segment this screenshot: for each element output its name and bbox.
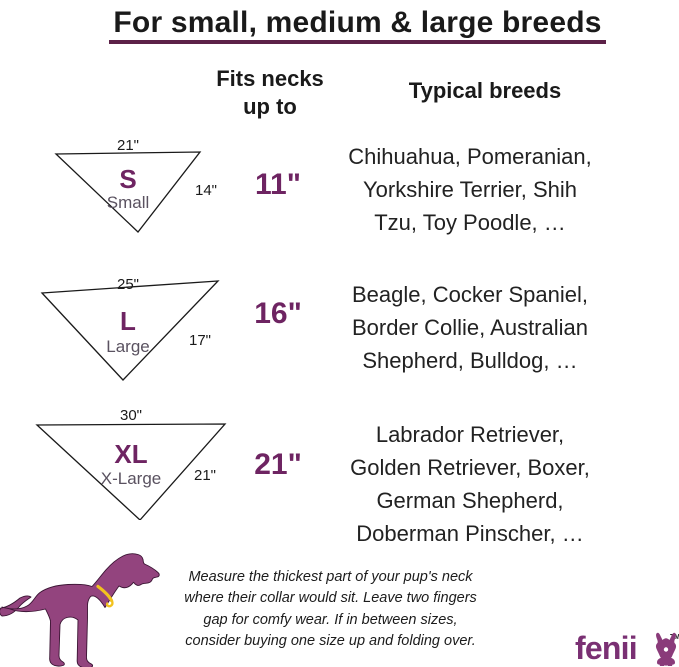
- svg-text:30": 30": [120, 407, 142, 424]
- svg-text:14": 14": [195, 182, 217, 199]
- svg-text:fenii: fenii: [575, 630, 637, 666]
- svg-text:Large: Large: [106, 337, 149, 356]
- svg-text:X-Large: X-Large: [101, 469, 161, 488]
- svg-text:S: S: [119, 164, 136, 194]
- svg-text:21": 21": [194, 467, 216, 484]
- svg-text:Small: Small: [107, 193, 150, 212]
- svg-text:L: L: [120, 306, 136, 336]
- svg-text:25": 25": [117, 278, 139, 293]
- svg-text:17": 17": [189, 332, 211, 349]
- svg-text:XL: XL: [114, 439, 147, 469]
- svg-text:21": 21": [117, 137, 139, 154]
